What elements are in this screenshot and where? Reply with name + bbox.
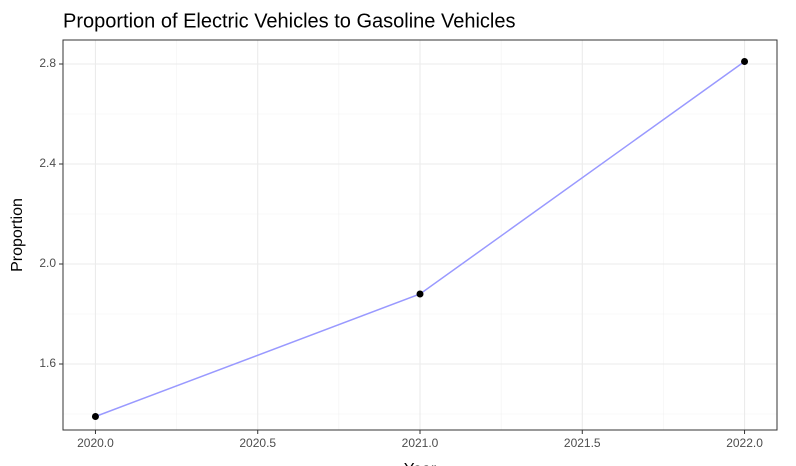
y-tick-label: 2.8: [39, 56, 56, 70]
x-tick-label: 2021.5: [564, 436, 601, 450]
point: [741, 58, 749, 65]
point: [91, 413, 99, 420]
x-tick-label: 2021.0: [402, 436, 439, 450]
panel-border: [62, 39, 778, 431]
y-tick-label: 2.0: [39, 256, 56, 270]
point: [416, 290, 424, 298]
y-tick-label: 1.6: [39, 356, 56, 370]
chart-title: Proportion of Electric Vehicles to Gasol…: [63, 10, 515, 32]
x-tick-label: 2020.0: [77, 436, 114, 450]
x-tick-label: 2022.0: [726, 436, 763, 450]
x-tick-label: 2020.5: [239, 436, 276, 450]
x-axis-title: Year: [404, 461, 437, 466]
y-tick-label: 2.4: [39, 156, 56, 170]
y-axis-title: Proportion: [9, 198, 26, 272]
